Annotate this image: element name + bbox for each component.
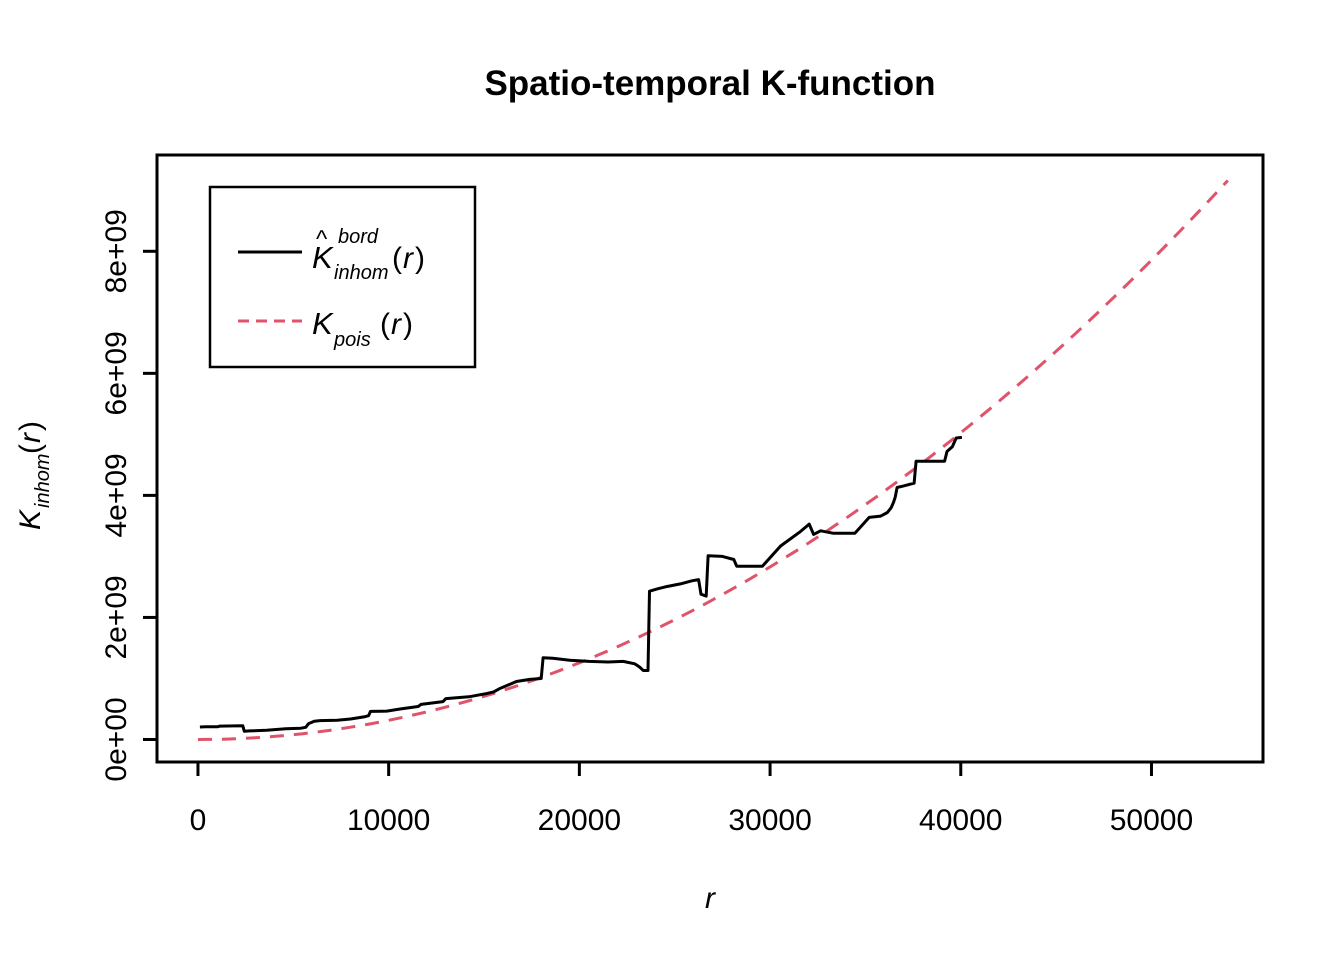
legend1-main: K xyxy=(312,240,334,275)
legend2-main: K xyxy=(312,306,334,341)
plot-curves xyxy=(197,179,1229,741)
x-axis-label: r xyxy=(705,882,716,915)
legend-hat: ^ xyxy=(316,226,328,253)
legend1-sup: bord xyxy=(338,226,379,248)
x-tick-label: 50000 xyxy=(1110,804,1193,837)
legend1-var: r xyxy=(403,242,414,275)
legend1-sub: inhom xyxy=(334,262,388,284)
y-tick-label: 2e+09 xyxy=(100,575,133,659)
x-tick-label: 40000 xyxy=(919,804,1002,837)
x-tick-label: 30000 xyxy=(728,804,811,837)
legend-label-poisson: K pois ( r ) xyxy=(312,306,413,353)
legend2-var: r xyxy=(391,308,402,341)
y-axis-label: K inhom ( r ) xyxy=(14,421,56,530)
y-label-sub: inhom xyxy=(32,454,54,508)
y-axis-ticks: 0e+00 2e+09 4e+09 6e+09 8e+09 xyxy=(100,209,157,782)
empirical-k-curve xyxy=(199,435,963,733)
legend2-open-paren: ( xyxy=(380,308,390,341)
y-tick-label: 4e+09 xyxy=(100,453,133,537)
y-label-main: K xyxy=(14,508,47,530)
x-axis-ticks: 0 10000 20000 30000 40000 50000 xyxy=(190,762,1193,837)
plot-frame xyxy=(155,153,1265,764)
legend1-close-paren: ) xyxy=(415,242,425,275)
x-tick-label: 20000 xyxy=(538,804,621,837)
y-tick-label: 0e+00 xyxy=(100,697,133,781)
y-label-open-paren: ( xyxy=(14,444,47,454)
x-tick-label: 0 xyxy=(190,804,207,837)
legend-label-empirical: ^ K bord inhom ( r ) xyxy=(312,217,425,286)
plot-title: Spatio-temporal K-function xyxy=(484,64,935,103)
y-tick-label: 6e+09 xyxy=(100,331,133,415)
legend: ^ K bord inhom ( r ) K pois ( r ) xyxy=(208,185,477,369)
y-label-var: r xyxy=(14,432,47,443)
legend-box xyxy=(208,185,477,369)
y-label-close-paren: ) xyxy=(14,421,47,431)
legend2-sub: pois xyxy=(333,329,371,351)
legend2-close-paren: ) xyxy=(403,308,413,341)
poisson-k-curve xyxy=(197,179,1229,741)
y-tick-label: 8e+09 xyxy=(100,209,133,293)
x-tick-label: 10000 xyxy=(347,804,430,837)
legend1-open-paren: ( xyxy=(392,242,402,275)
